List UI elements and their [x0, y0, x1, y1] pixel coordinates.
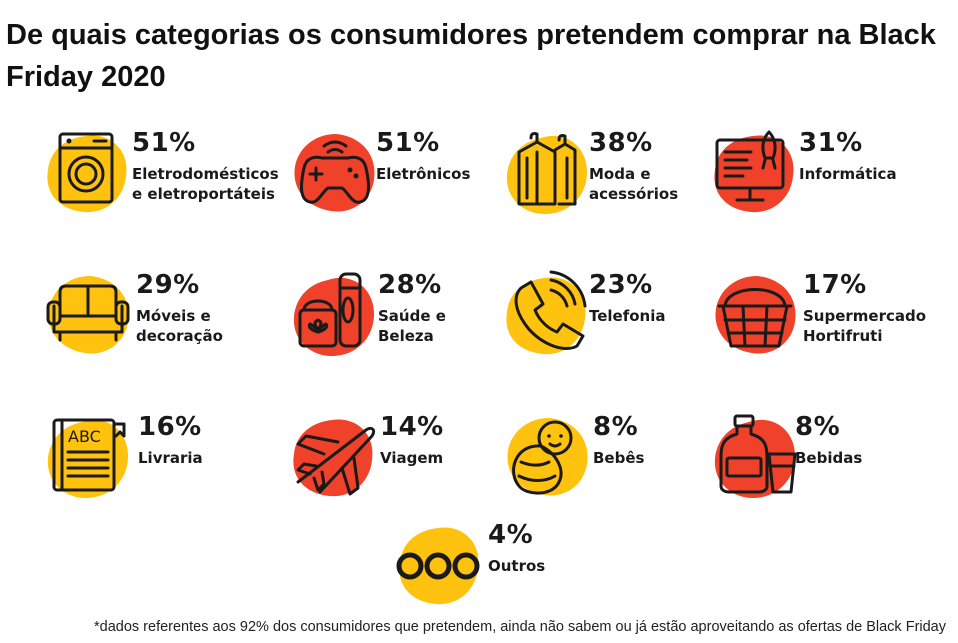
- category-label-line: Beleza: [378, 327, 434, 345]
- category-label: Moda e acessórios: [589, 164, 678, 204]
- category-label-line: Hortifruti: [803, 327, 883, 345]
- category-label: Telefonia: [589, 306, 666, 326]
- category-label-line: Outros: [488, 557, 546, 575]
- category-label-line: Eletrodomésticos: [132, 165, 279, 183]
- airplane-icon: [293, 419, 376, 497]
- category-label-line: Bebês: [593, 449, 645, 467]
- percentage-value: 28%: [378, 270, 442, 300]
- category-label: Outros: [488, 556, 545, 576]
- category-label: Eletrônicos: [376, 164, 470, 184]
- percentage-value: 31%: [799, 128, 863, 158]
- category-label: Informática: [799, 164, 897, 184]
- category-label-line: Moda e: [589, 165, 651, 183]
- category-label: Móveis e decoração: [136, 306, 223, 346]
- category-item: 8% Bebidas: [705, 412, 933, 522]
- computer-monitor-icon: [714, 130, 794, 213]
- percentage-value: 23%: [589, 270, 653, 300]
- category-item: ABC 16% Livraria: [38, 412, 266, 522]
- percentage-value: 17%: [803, 270, 867, 300]
- category-label: Eletrodomésticos e eletroportáteis: [132, 164, 279, 204]
- color-blob: [399, 527, 479, 605]
- category-item: 29% Móveis e decoração: [38, 270, 266, 380]
- color-blob: [294, 134, 375, 212]
- category-label-line: Supermercado: [803, 307, 927, 325]
- category-label-line: decoração: [136, 327, 223, 345]
- category-item: 4% Outros: [390, 520, 618, 630]
- category-label: Bebidas: [795, 448, 862, 468]
- category-label: Bebês: [593, 448, 644, 468]
- category-label: Livraria: [138, 448, 203, 468]
- percentage-value: 4%: [488, 520, 534, 550]
- cosmetics-icon: [293, 272, 374, 356]
- category-item: 51% Eletrônicos: [284, 128, 512, 238]
- percentage-value: 8%: [795, 412, 841, 442]
- percentage-value: 29%: [136, 270, 200, 300]
- percentage-value: 51%: [376, 128, 440, 158]
- category-label-line: Saúde e: [378, 307, 446, 325]
- three-circles-icon: [396, 527, 480, 605]
- category-item: 23% Telefonia: [497, 270, 725, 380]
- category-label-line: Livraria: [138, 449, 203, 467]
- game-controller-icon: [294, 134, 375, 212]
- chart-title: De quais categorias os consumidores pret…: [6, 19, 936, 93]
- category-item: 8% Bebês: [497, 412, 725, 522]
- category-item: 14% Viagem: [284, 412, 512, 522]
- category-label-line: Viagem: [380, 449, 444, 467]
- category-item: 28% Saúde e Beleza: [284, 270, 512, 380]
- bottle-and-glass-icon: [714, 414, 797, 498]
- baby-icon: [507, 418, 588, 496]
- washing-machine-icon: [47, 132, 127, 213]
- book-icon: ABC: [47, 418, 128, 498]
- category-item: 38% Moda e acessórios: [497, 128, 725, 238]
- category-label-line: Móveis e: [136, 307, 211, 325]
- shopping-basket-icon: [715, 276, 796, 354]
- percentage-value: 38%: [589, 128, 653, 158]
- phone-handset-icon: [506, 270, 587, 355]
- svg-text:ABC: ABC: [68, 427, 101, 446]
- category-label-line: e eletroportáteis: [132, 185, 275, 203]
- category-label: Supermercado Hortifruti: [803, 306, 926, 346]
- percentage-value: 8%: [593, 412, 639, 442]
- category-item: 17% Supermercado Hortifruti: [705, 270, 933, 380]
- color-blob: [506, 277, 586, 355]
- percentage-value: 14%: [380, 412, 444, 442]
- color-blob: [293, 419, 373, 497]
- category-label-line: Telefonia: [589, 307, 666, 325]
- color-blob: [47, 135, 127, 213]
- color-blob: [293, 277, 374, 356]
- category-item: 51% Eletrodomésticos e eletroportáteis: [38, 128, 279, 238]
- category-label: Viagem: [380, 448, 443, 468]
- percentage-value: 16%: [138, 412, 202, 442]
- footnote: *dados referentes aos 92% dos consumidor…: [94, 619, 946, 635]
- color-blob: [507, 418, 588, 496]
- category-label-line: Informática: [799, 165, 897, 183]
- category-label-line: acessórios: [589, 185, 679, 203]
- category-label: Saúde e Beleza: [378, 306, 446, 346]
- category-label-line: Bebidas: [795, 449, 863, 467]
- category-item: 31% Informática: [705, 128, 933, 238]
- color-blob: [715, 276, 796, 354]
- percentage-value: 51%: [132, 128, 196, 158]
- clothes-hanger-icon: [506, 132, 587, 214]
- sofa-icon: [46, 276, 130, 354]
- category-label-line: Eletrônicos: [376, 165, 471, 183]
